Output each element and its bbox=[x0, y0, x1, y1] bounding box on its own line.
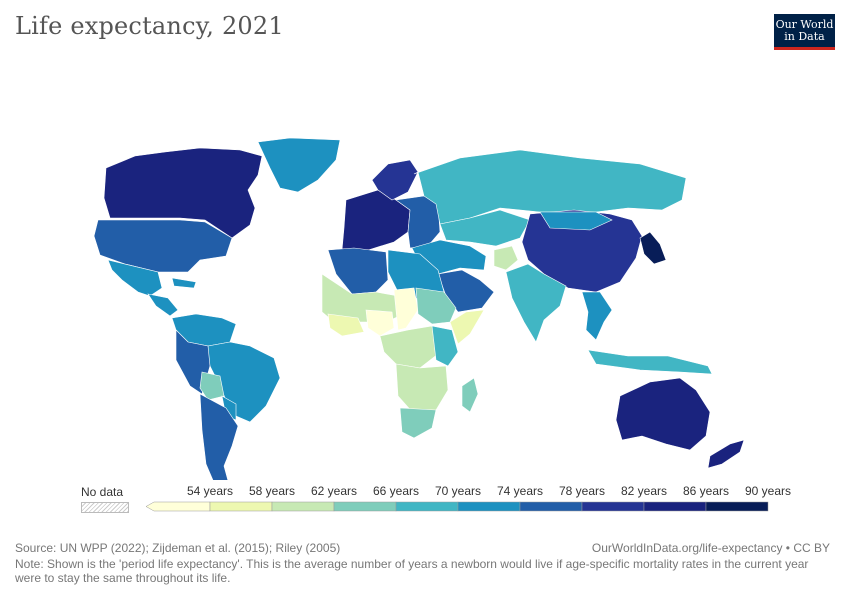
region-indonesia[interactable] bbox=[587, 349, 713, 375]
region-india[interactable] bbox=[505, 263, 567, 343]
legend-bin-9[interactable] bbox=[705, 501, 769, 512]
legend-tick-label: 74 years bbox=[497, 484, 543, 498]
legend-tick-label: 54 years bbox=[187, 484, 233, 498]
region-nordic-countries[interactable] bbox=[371, 159, 419, 201]
region-central-asia[interactable] bbox=[439, 209, 531, 247]
legend-bin-5[interactable] bbox=[457, 501, 521, 512]
owid-logo[interactable]: Our World in Data bbox=[774, 14, 835, 50]
legend-tick-label: 78 years bbox=[559, 484, 605, 498]
credit-link[interactable]: OurWorldInData.org/life-expectancy • CC … bbox=[591, 541, 830, 555]
legend-bin-4[interactable] bbox=[395, 501, 459, 512]
legend-bin-2[interactable] bbox=[271, 501, 335, 512]
legend-bin-7[interactable] bbox=[581, 501, 645, 512]
region-nigeria[interactable] bbox=[365, 309, 395, 337]
region-new-zealand[interactable] bbox=[707, 439, 745, 469]
region-china[interactable] bbox=[521, 209, 643, 293]
logo-line-1: Our World bbox=[775, 18, 834, 31]
region-greenland[interactable] bbox=[257, 137, 341, 193]
region-central-america[interactable] bbox=[147, 293, 179, 317]
region-argentina-chile[interactable] bbox=[199, 393, 239, 480]
region-bolivia[interactable] bbox=[199, 371, 225, 401]
legend-bin-8[interactable] bbox=[643, 501, 707, 512]
region-australia[interactable] bbox=[615, 377, 711, 451]
region-chad-central-african-republic[interactable] bbox=[393, 287, 419, 331]
region-central-africa[interactable] bbox=[379, 325, 439, 369]
world-map[interactable] bbox=[0, 60, 850, 480]
region-somalia[interactable] bbox=[449, 309, 485, 345]
region-united-states[interactable] bbox=[93, 219, 233, 273]
legend-bin-0[interactable] bbox=[145, 501, 211, 512]
region-southern-africa[interactable] bbox=[395, 363, 449, 415]
logo-line-2: in Data bbox=[784, 30, 825, 43]
region-madagascar[interactable] bbox=[461, 377, 479, 413]
legend-tick-label: 90 years bbox=[745, 484, 791, 498]
region-sahel[interactable] bbox=[321, 273, 405, 323]
no-data-swatch[interactable] bbox=[81, 502, 129, 513]
legend-bin-6[interactable] bbox=[519, 501, 583, 512]
legend-tick-label: 70 years bbox=[435, 484, 481, 498]
region-afghanistan[interactable] bbox=[493, 245, 519, 271]
no-data-label: No data bbox=[81, 485, 124, 499]
world-map-svg bbox=[93, 137, 745, 480]
legend-tick-label: 82 years bbox=[621, 484, 667, 498]
region-japan-korea[interactable] bbox=[639, 231, 667, 265]
region-mongolia[interactable] bbox=[539, 211, 613, 231]
note-text: Note: Shown is the 'period life expectan… bbox=[15, 557, 809, 585]
source-text: Source: UN WPP (2022); Zijdeman et al. (… bbox=[15, 541, 341, 555]
legend-tick-label: 62 years bbox=[311, 484, 357, 498]
region-southeast-asia[interactable] bbox=[581, 291, 613, 341]
legend-tick-label: 86 years bbox=[683, 484, 729, 498]
region-caribbean[interactable] bbox=[171, 277, 197, 289]
region-algeria-morocco[interactable] bbox=[327, 247, 389, 295]
region-east-africa[interactable] bbox=[431, 325, 459, 367]
legend-tick-label: 66 years bbox=[373, 484, 419, 498]
legend-tick-label: 58 years bbox=[249, 484, 295, 498]
region-west-africa-coast[interactable] bbox=[327, 313, 365, 337]
legend-bin-3[interactable] bbox=[333, 501, 397, 512]
legend-scale: 54 years 58 years 62 years 66 years 70 years… bbox=[145, 484, 791, 512]
region-canada[interactable] bbox=[103, 147, 263, 239]
legend-bin-1[interactable] bbox=[209, 501, 273, 512]
region-russia[interactable] bbox=[413, 149, 687, 225]
region-south-africa[interactable] bbox=[399, 407, 437, 439]
region-mexico[interactable] bbox=[107, 259, 163, 297]
color-legend: No data 54 years 58 years 62 years 66 years… bbox=[0, 480, 850, 520]
chart-title: Life expectancy, 2021 bbox=[15, 12, 284, 40]
